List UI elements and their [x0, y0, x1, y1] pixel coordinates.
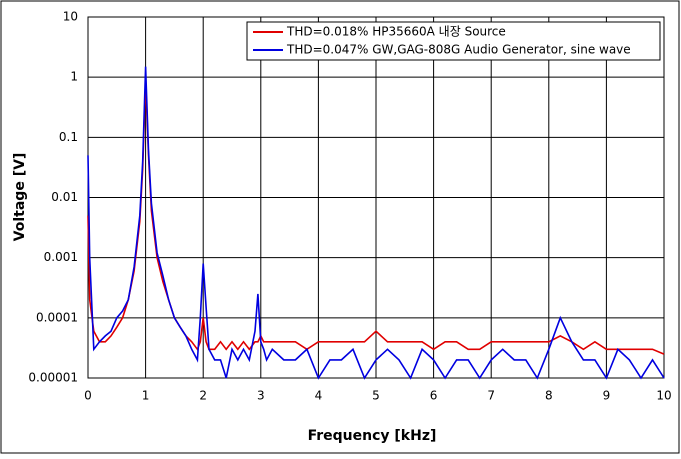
y-tick-label: 0.1 — [59, 130, 78, 144]
x-tick-label: 7 — [487, 389, 495, 403]
y-axis-label: Voltage [V] — [12, 153, 28, 242]
x-axis-label: Frequency [kHz] — [308, 428, 437, 444]
x-tick-label: 9 — [603, 389, 611, 403]
x-tick-label: 1 — [142, 389, 150, 403]
legend-label: THD=0.018% HP35660A 내장 Source — [286, 25, 506, 39]
x-tick-label: 8 — [545, 389, 553, 403]
x-tick-label: 10 — [656, 389, 671, 403]
legend-box — [246, 21, 661, 61]
x-tick-label: 6 — [430, 389, 438, 403]
y-tick-label: 10 — [63, 10, 78, 24]
y-tick-label: 0.001 — [44, 250, 78, 264]
y-tick-label: 0.0001 — [36, 310, 78, 324]
legend-label: THD=0.047% GW,GAG-808G Audio Generator, … — [286, 43, 631, 57]
x-tick-label: 4 — [315, 389, 323, 403]
x-tick-label: 3 — [257, 389, 265, 403]
y-tick-label: 1 — [70, 70, 78, 84]
series-line — [87, 66, 665, 380]
x-tick-label: 0 — [84, 389, 92, 403]
x-tick-label: 5 — [372, 389, 380, 403]
y-tick-label: 0.00001 — [28, 371, 78, 385]
x-tick-label: 2 — [199, 389, 207, 403]
y-tick-label: 0.01 — [51, 190, 78, 204]
